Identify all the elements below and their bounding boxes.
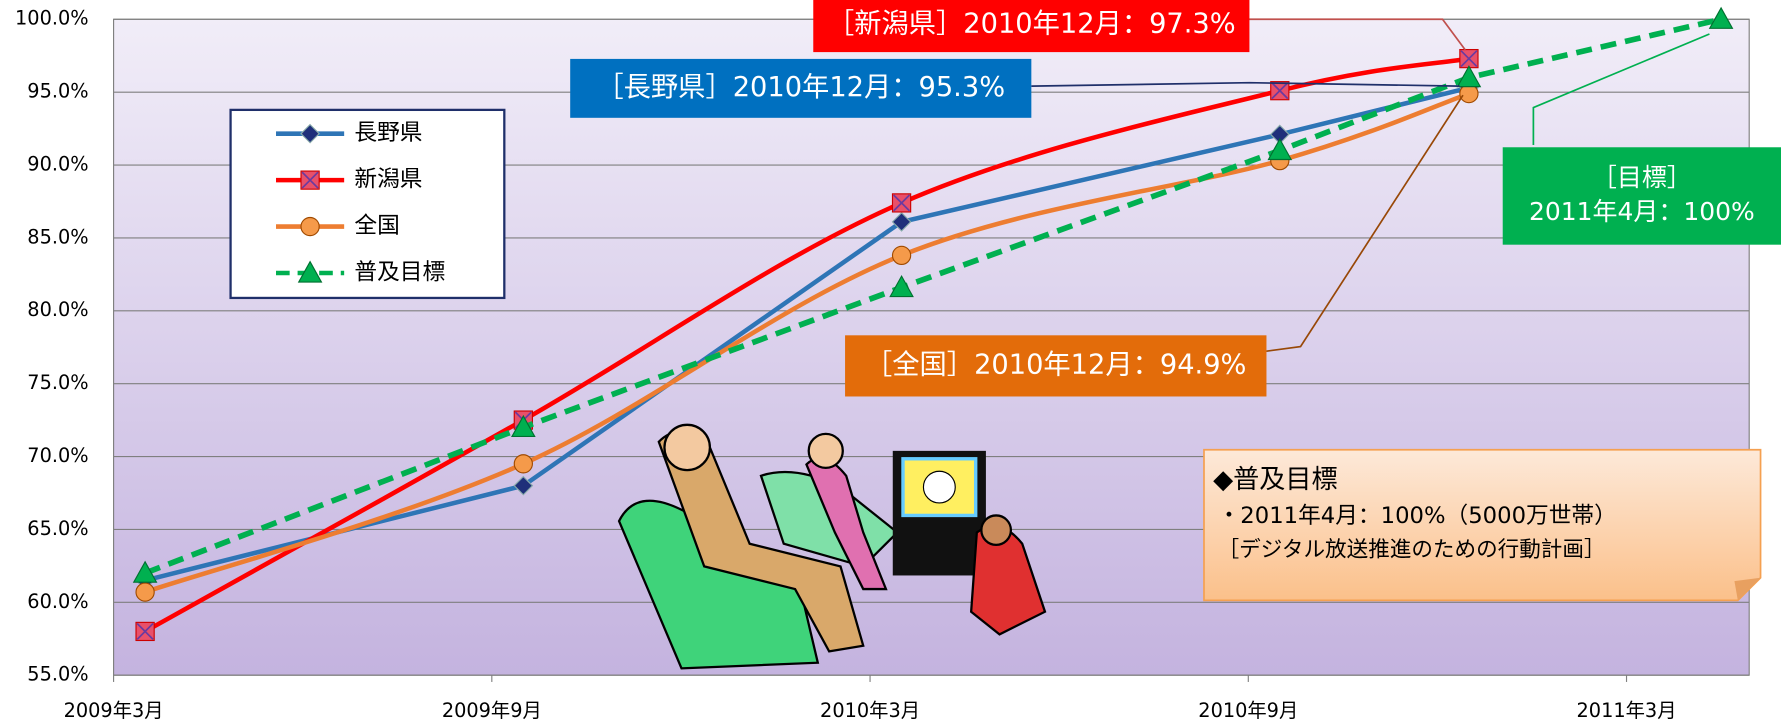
leader-line bbox=[1247, 18, 1466, 51]
legend-box bbox=[229, 108, 506, 300]
marker bbox=[132, 560, 158, 583]
callout-box bbox=[1502, 147, 1781, 245]
y-tick-label: 60.0% bbox=[27, 590, 88, 613]
callout-text: ［目標］ bbox=[1592, 163, 1692, 192]
marker bbox=[513, 454, 533, 474]
y-tick-label: 55.0% bbox=[27, 663, 88, 686]
leader-line bbox=[1532, 33, 1710, 145]
marker-cross bbox=[136, 622, 154, 640]
callout-box bbox=[813, 0, 1250, 53]
marker bbox=[297, 260, 323, 283]
y-tick-label: 100.0% bbox=[15, 7, 89, 30]
callout-box bbox=[845, 335, 1267, 397]
legend-label: 全国 bbox=[354, 213, 399, 239]
marker bbox=[1459, 83, 1479, 104]
marker bbox=[511, 414, 536, 438]
note-text: ◆普及目標 bbox=[1213, 465, 1338, 495]
illustration bbox=[617, 423, 1047, 670]
callout-text: 2011年4月：100% bbox=[1529, 197, 1755, 226]
legend-label: 普及目標 bbox=[354, 260, 445, 286]
series-line bbox=[144, 16, 1722, 576]
marker bbox=[1456, 65, 1482, 88]
marker-cross bbox=[301, 171, 319, 189]
leader-line bbox=[1031, 81, 1460, 87]
y-tick-label: 70.0% bbox=[27, 444, 88, 467]
marker bbox=[891, 245, 912, 266]
note-fold bbox=[1734, 577, 1761, 601]
y-tick-label: 95.0% bbox=[27, 80, 88, 103]
y-tick-label: 85.0% bbox=[27, 225, 88, 248]
marker bbox=[513, 475, 534, 496]
marker-cross bbox=[893, 194, 911, 212]
y-tick-label: 90.0% bbox=[27, 153, 88, 176]
y-tick-label: 65.0% bbox=[27, 517, 88, 540]
leader-line bbox=[1266, 94, 1464, 353]
marker bbox=[1267, 137, 1293, 161]
y-tick-label: 80.0% bbox=[27, 298, 88, 321]
marker-cross bbox=[1460, 50, 1478, 68]
series-line bbox=[143, 56, 1470, 634]
legend-label: 新潟県 bbox=[354, 167, 422, 193]
legend-label: 長野県 bbox=[354, 120, 422, 146]
x-tick-label: 2009年3月 bbox=[64, 699, 164, 722]
callout-text: ［新潟県］2010年12月：97.3% bbox=[827, 8, 1236, 39]
marker bbox=[135, 582, 155, 602]
marker bbox=[1708, 6, 1734, 29]
marker bbox=[889, 274, 914, 298]
x-tick-label: 2010年9月 bbox=[1198, 699, 1298, 722]
callout-text: ［全国］2010年12月：94.9% bbox=[865, 349, 1246, 380]
x-tick-label: 2009年9月 bbox=[442, 699, 542, 722]
note-text: ［デジタル放送推進のための行動計画］ bbox=[1218, 538, 1606, 563]
marker bbox=[891, 211, 912, 232]
marker bbox=[300, 216, 320, 237]
series-line bbox=[144, 91, 1470, 595]
marker bbox=[300, 123, 320, 144]
y-tick-label: 75.0% bbox=[27, 371, 88, 394]
callout-box bbox=[570, 58, 1032, 118]
callout-text: ［長野県］2010年12月：95.3% bbox=[596, 72, 1005, 103]
marker-cross bbox=[1271, 82, 1289, 100]
note-text: ・2011年4月：100%（5000万世帯） bbox=[1218, 503, 1617, 529]
x-tick-label: 2011年3月 bbox=[1577, 699, 1677, 722]
x-tick-label: 2010年3月 bbox=[820, 699, 920, 722]
